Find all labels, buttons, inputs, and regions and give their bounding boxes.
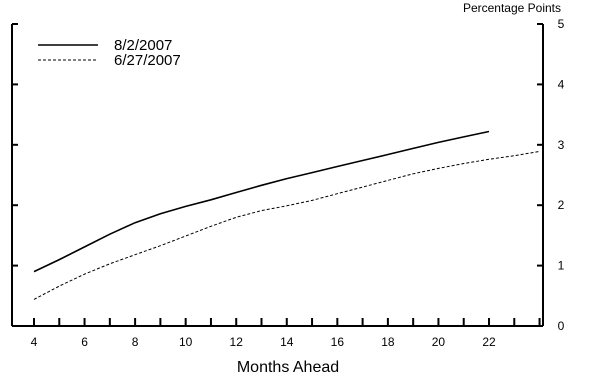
y-tick-label: 0 <box>558 319 565 333</box>
x-axis-label: Months Ahead <box>237 359 339 376</box>
x-tick-label: 14 <box>280 335 294 349</box>
x-tick-label: 22 <box>482 335 496 349</box>
y-tick-label: 4 <box>558 77 565 91</box>
x-tick-label: 20 <box>432 335 446 349</box>
y-axis-label: Percentage Points <box>463 1 561 15</box>
x-tick-label: 8 <box>132 335 139 349</box>
x-tick-label: 10 <box>179 335 193 349</box>
x-tick-label: 12 <box>230 335 244 349</box>
series-line-1 <box>33 130 490 273</box>
series-line-2 <box>33 150 540 300</box>
x-tick-label: 4 <box>31 335 38 349</box>
x-tick-label: 6 <box>81 335 88 349</box>
y-tick-label: 3 <box>558 138 565 152</box>
x-tick-label: 16 <box>331 335 345 349</box>
legend-label: 8/2/2007 <box>114 37 172 54</box>
y-tick-label: 1 <box>558 259 565 273</box>
y-tick-label: 2 <box>558 198 565 212</box>
y-tick-label: 5 <box>558 17 565 31</box>
x-tick-label: 18 <box>381 335 395 349</box>
legend-label: 6/27/2007 <box>114 52 181 69</box>
